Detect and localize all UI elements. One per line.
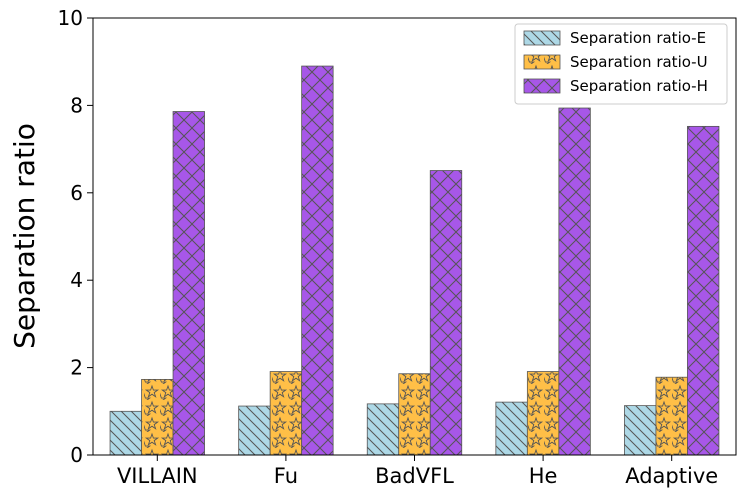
y-tick-label: 6 bbox=[70, 181, 83, 205]
bar-fu-separation-ratio-h bbox=[301, 65, 334, 456]
bar-adaptive-separation-ratio-u bbox=[655, 376, 688, 456]
bar-badvfl-separation-ratio-u bbox=[398, 373, 431, 456]
legend-swatch-separation-ratio-e bbox=[523, 30, 561, 46]
x-axis-ticks: VILLAIN Fu BadVFL He Adaptive bbox=[117, 455, 718, 488]
bar-fu-separation-ratio-u bbox=[269, 371, 303, 456]
y-axis-title: Separation ratio bbox=[8, 123, 41, 349]
bar-he-separation-ratio-u bbox=[526, 371, 560, 456]
legend-swatch-separation-ratio-u bbox=[523, 54, 561, 70]
y-tick-label: 4 bbox=[70, 268, 83, 292]
y-tick-label: 8 bbox=[70, 93, 83, 117]
bar-badvfl-separation-ratio-h bbox=[429, 170, 463, 456]
y-axis-ticks: 0 2 4 6 8 10 bbox=[58, 6, 93, 467]
legend-label-separation-ratio-e: Separation ratio-E bbox=[570, 29, 706, 47]
bar-villain-separation-ratio-h bbox=[172, 111, 205, 456]
bar-fu-separation-ratio-e bbox=[238, 405, 271, 456]
y-tick-label: 2 bbox=[70, 356, 83, 380]
bars-group bbox=[109, 65, 720, 456]
x-tick-label-he: He bbox=[529, 464, 558, 488]
x-tick-label-badvfl: BadVFL bbox=[375, 464, 454, 488]
x-tick-label-fu: Fu bbox=[274, 464, 298, 488]
y-tick-label: 0 bbox=[70, 443, 83, 467]
y-tick-label: 10 bbox=[58, 6, 83, 30]
x-tick-label-villain: VILLAIN bbox=[117, 464, 198, 488]
legend-label-separation-ratio-h: Separation ratio-H bbox=[570, 77, 708, 95]
bar-he-separation-ratio-e bbox=[495, 401, 528, 456]
bar-adaptive-separation-ratio-e bbox=[624, 405, 657, 456]
bar-adaptive-separation-ratio-h bbox=[687, 125, 720, 456]
bar-villain-separation-ratio-u bbox=[141, 378, 174, 456]
bar-badvfl-separation-ratio-e bbox=[366, 403, 400, 456]
bar-villain-separation-ratio-e bbox=[109, 410, 142, 456]
plot-frame bbox=[92, 17, 737, 456]
legend: Separation ratio-E Separation ratio-U Sepa… bbox=[514, 23, 728, 105]
legend-box bbox=[514, 23, 728, 105]
x-tick-label-adaptive: Adaptive bbox=[625, 464, 718, 488]
bar-he-separation-ratio-h bbox=[558, 107, 591, 456]
legend-label-separation-ratio-u: Separation ratio-U bbox=[570, 53, 708, 71]
legend-swatch-separation-ratio-h bbox=[523, 78, 561, 94]
